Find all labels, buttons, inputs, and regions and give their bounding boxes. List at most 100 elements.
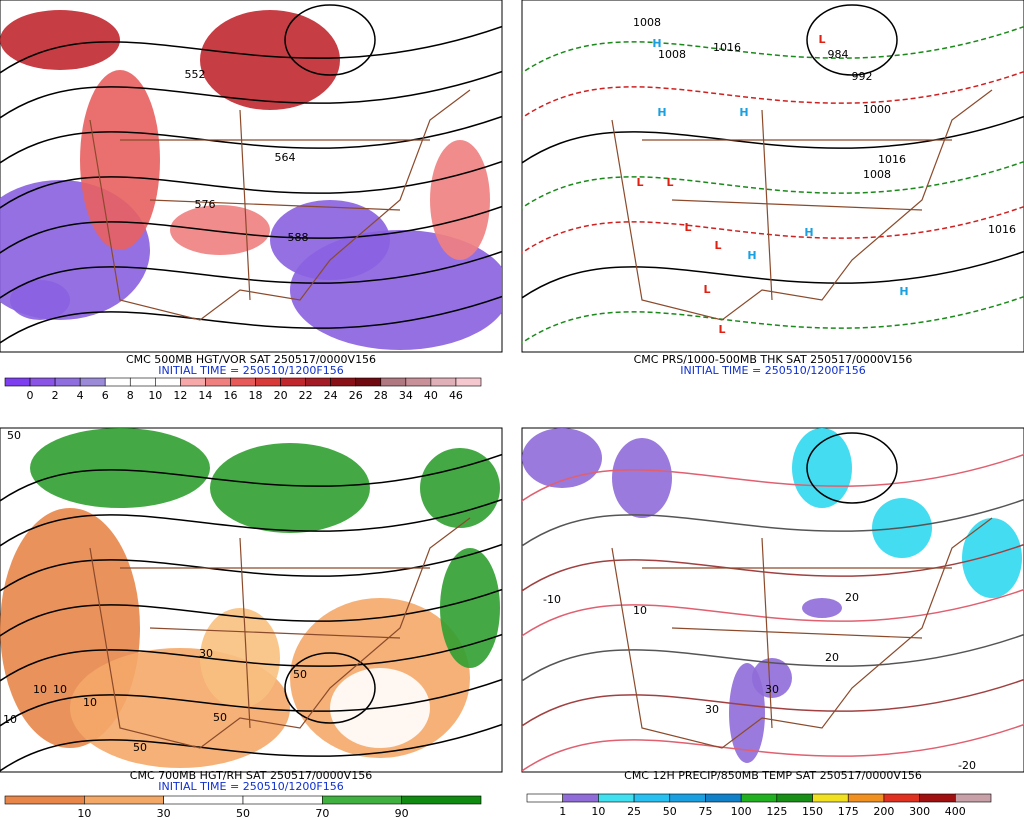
colorbar-box — [84, 795, 164, 805]
map-label: 1016 — [988, 223, 1016, 236]
contour-line — [0, 453, 502, 502]
colorbar-box — [54, 377, 81, 387]
map-label: -20 — [958, 759, 976, 772]
colorbar-label: 90 — [395, 807, 409, 819]
colorbar-label: 18 — [249, 389, 263, 402]
field-shading — [30, 428, 210, 508]
contour-line — [284, 652, 376, 724]
map-panel: 50 10 10 10 30 50 50 50 10 CMC 700MB HGT/RH SAT 2… — [0, 427, 503, 819]
map-caption: CMC 700MB HGT/RH SAT 250517/0000V156 — [130, 769, 372, 782]
map-label: L — [684, 221, 691, 234]
colorbar-label: 30 — [157, 807, 171, 819]
contour-line — [0, 70, 502, 119]
map-label: 576 — [195, 198, 216, 211]
map-label: -10 — [543, 593, 561, 606]
contour-line — [0, 678, 502, 727]
map-area: -10 10 20 20 30 30 -20 — [522, 428, 1024, 772]
colorbar-box — [305, 377, 331, 387]
border-line — [89, 517, 471, 749]
initial-time: INITIAL TIME = 250510/1200F156 — [158, 364, 343, 377]
colorbar-label: 28 — [374, 389, 388, 402]
map-label: 1016 — [878, 153, 906, 166]
colorbar-label: 100 — [731, 805, 752, 818]
colorbar-box — [280, 377, 306, 387]
colorbar-box — [776, 793, 813, 803]
map-label: 1000 — [863, 103, 891, 116]
field-shading — [430, 140, 490, 260]
map-label: H — [652, 37, 661, 50]
field-shading — [170, 205, 270, 255]
colorbar-box — [205, 377, 231, 387]
map-label: 30 — [705, 703, 719, 716]
colorbar-label: 300 — [909, 805, 930, 818]
map-label: 1008 — [863, 168, 891, 181]
contour-line — [0, 498, 502, 547]
colorbar-label: 125 — [766, 805, 787, 818]
colorbar-box — [955, 793, 992, 803]
colorbar-box — [180, 377, 206, 387]
field-shading — [420, 448, 500, 528]
colorbar-label: 6 — [102, 389, 109, 402]
colorbar-label: 46 — [449, 389, 463, 402]
colorbar-box — [380, 377, 407, 387]
colorbar-box — [430, 377, 457, 387]
contour-line — [0, 295, 502, 344]
border-line — [611, 517, 993, 749]
colorbar-label: 2 — [52, 389, 59, 402]
colorbar-box — [322, 795, 402, 805]
colorbar-box — [598, 793, 635, 803]
contour-line — [522, 633, 1024, 682]
field-shading — [612, 438, 672, 518]
map-label: 1008 — [633, 16, 661, 29]
map-label: 30 — [199, 647, 213, 660]
map-label: L — [636, 176, 643, 189]
colorbar-box — [883, 793, 920, 803]
map-label: 10 — [3, 713, 17, 726]
colorbar-box — [455, 377, 482, 387]
map-label: 20 — [845, 591, 859, 604]
colorbar-box — [104, 377, 131, 387]
colorbar-label: 0 — [27, 389, 34, 402]
colorbar-box — [669, 793, 706, 803]
map-area: 552 564 576 588 — [0, 4, 502, 350]
map-label: 10 — [33, 683, 47, 696]
contour-line — [0, 588, 502, 637]
map-label: 50 — [7, 429, 21, 442]
colorbar-label: 22 — [299, 389, 313, 402]
map-label: 1016 — [713, 41, 741, 54]
colorbar-label: 400 — [945, 805, 966, 818]
colorbar-box — [4, 795, 85, 805]
colorbar-label: 50 — [236, 807, 250, 819]
colorbar-box — [526, 793, 563, 803]
colorbar-label: 20 — [274, 389, 288, 402]
map-label: H — [747, 249, 756, 262]
map-label: 50 — [213, 711, 227, 724]
field-shading — [522, 428, 602, 488]
colorbar-box — [355, 377, 382, 387]
colorbar-box — [705, 793, 742, 803]
field-shading — [440, 548, 500, 668]
colorbar-box — [633, 793, 671, 803]
map-label: L — [666, 176, 673, 189]
colorbar-label: 40 — [424, 389, 438, 402]
border-line — [611, 89, 993, 321]
colorbar-label: 10 — [591, 805, 605, 818]
map-label: 50 — [133, 741, 147, 754]
colorbar-label: 10 — [148, 389, 162, 402]
contour-line — [522, 588, 1024, 637]
map-background — [521, 0, 1024, 353]
colorbar-box — [405, 377, 432, 387]
map-caption: CMC 12H PRECIP/850MB TEMP SAT 250517/000… — [624, 769, 922, 782]
colorbar-label: 14 — [198, 389, 212, 402]
contour-line — [0, 25, 502, 74]
map-label: 992 — [852, 70, 873, 83]
colorbar-label: 150 — [802, 805, 823, 818]
map-label: 588 — [288, 231, 309, 244]
map-label: H — [739, 106, 748, 119]
map-panel: 552 564 576 588 CMC 500MB HGT/VOR SAT 250517… — [0, 0, 503, 402]
field-shading — [200, 10, 340, 110]
map-label: L — [714, 239, 721, 252]
